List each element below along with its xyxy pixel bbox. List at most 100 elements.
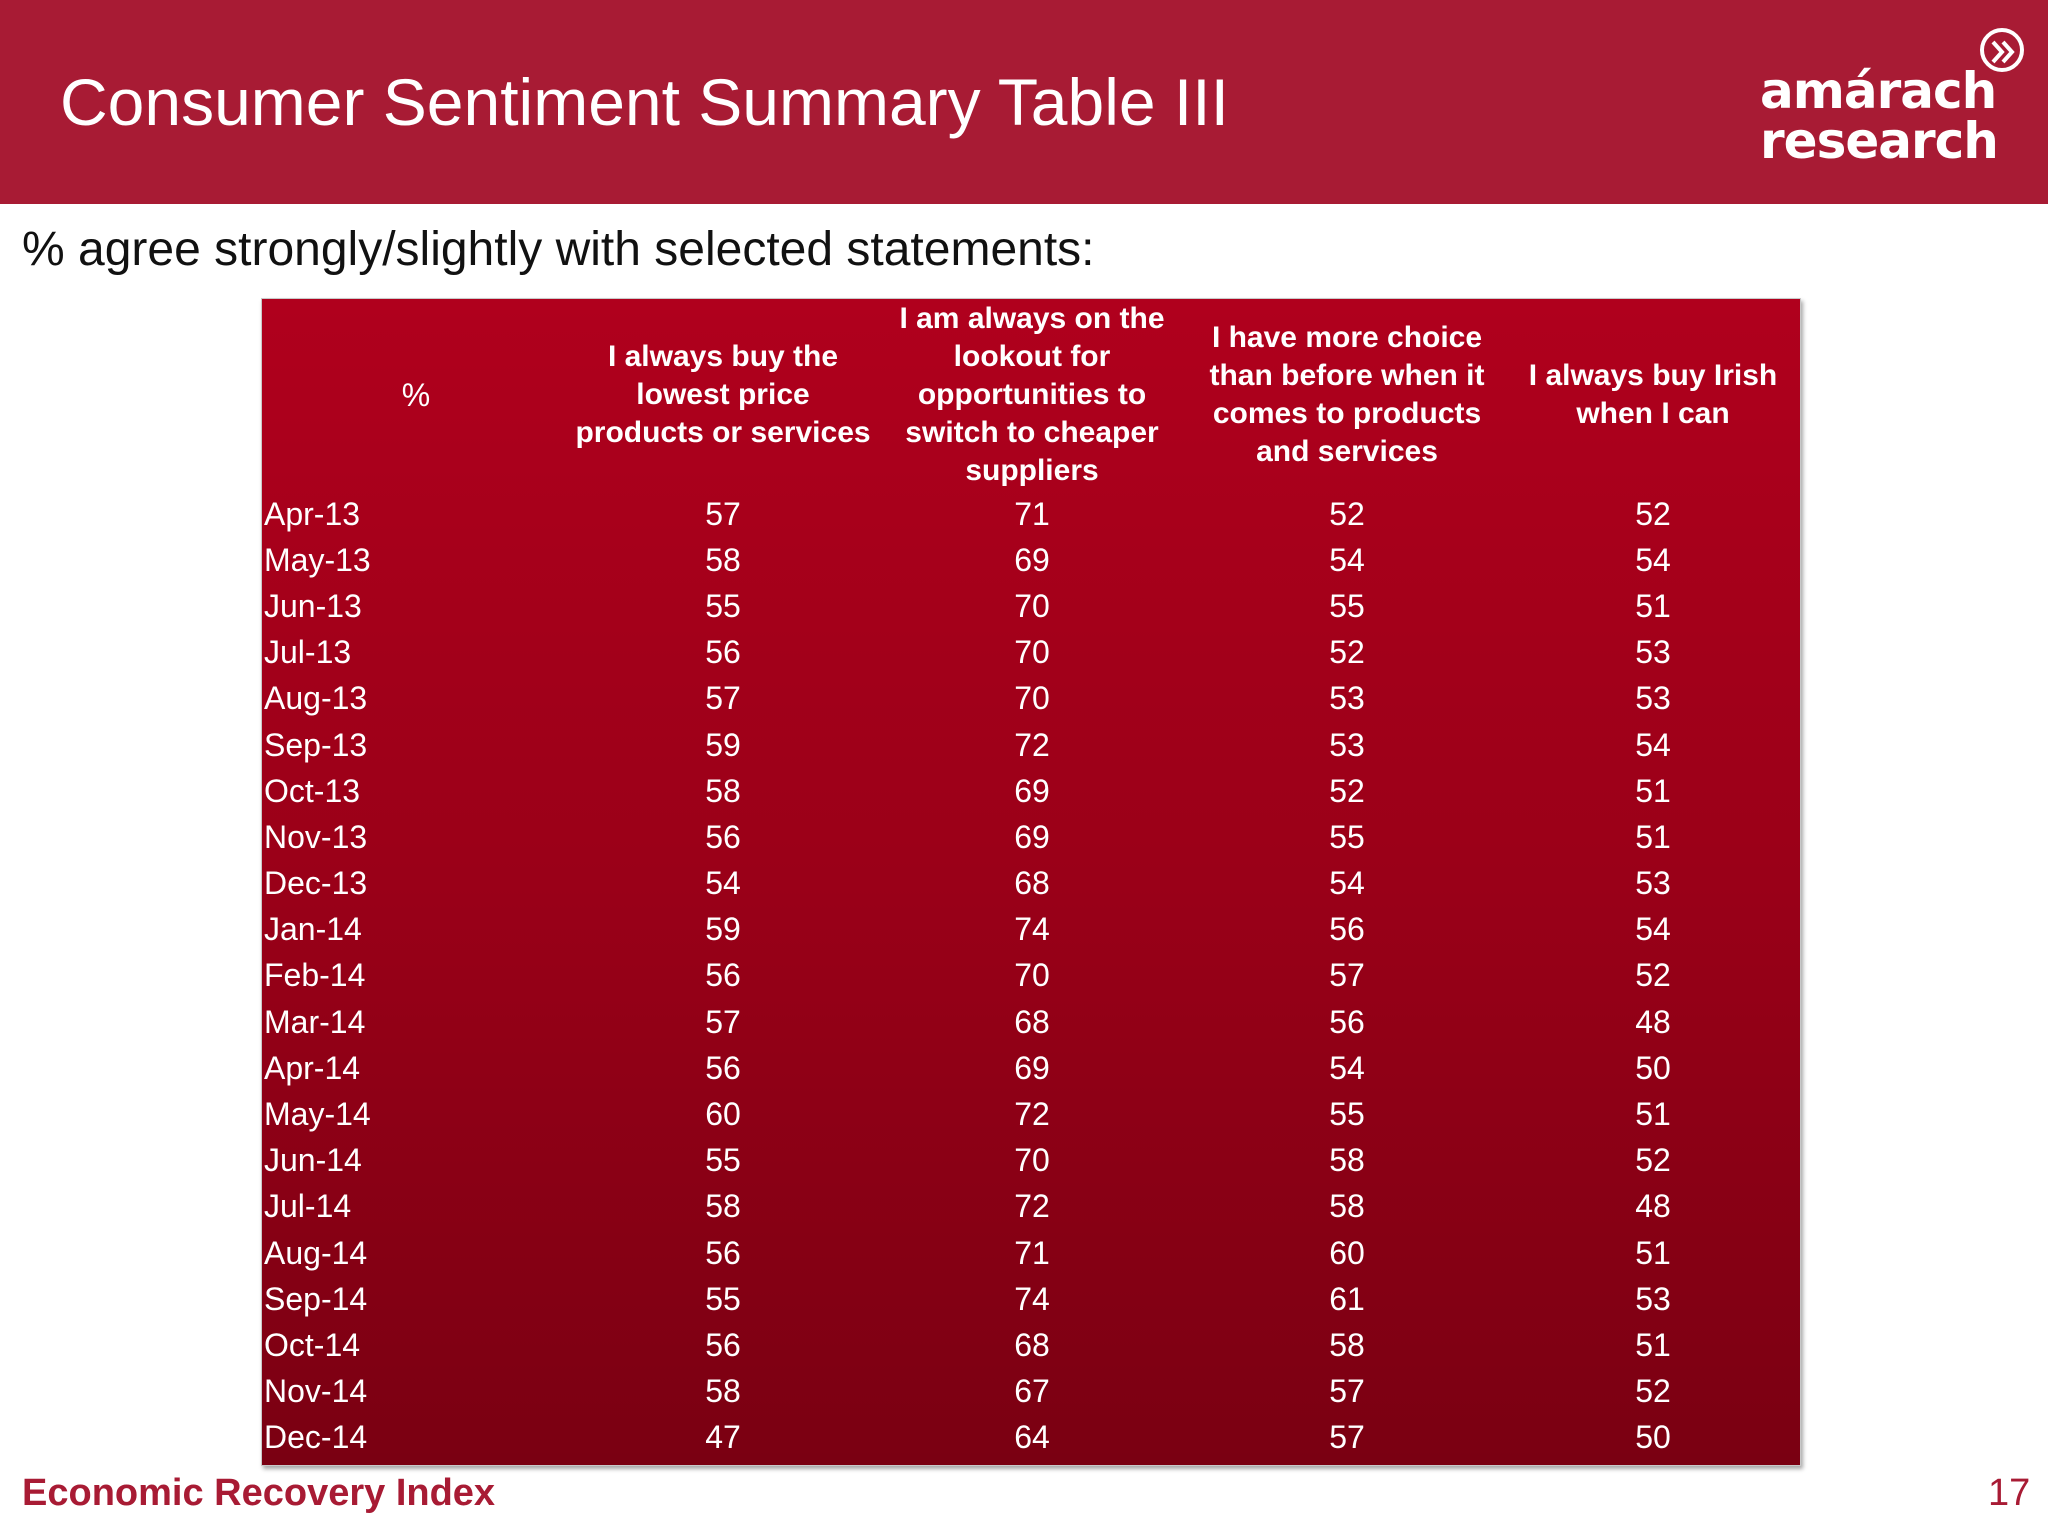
- table-cell: 72: [1014, 1096, 1050, 1133]
- table-cell: 69: [1014, 541, 1050, 578]
- table-cell: 70: [1014, 957, 1050, 994]
- row-month-label: May-14: [264, 1096, 371, 1133]
- table-row: Apr-13 57 71 52 52: [262, 491, 1800, 537]
- table-cell: 50: [1635, 1049, 1671, 1086]
- table-row: May-14 60 72 55 51: [262, 1091, 1800, 1137]
- table-cell: 53: [1635, 1280, 1671, 1317]
- table-cell: 54: [1635, 541, 1671, 578]
- table-cell: 54: [1329, 1049, 1365, 1086]
- table-cell: 51: [1635, 818, 1671, 855]
- table-row: Jan-14 59 74 56 54: [262, 907, 1800, 953]
- table-cell: 50: [1635, 1419, 1671, 1456]
- table-cell: 53: [1329, 726, 1365, 763]
- table-cell: 56: [1329, 911, 1365, 948]
- logo-text: amárach research: [1760, 66, 1999, 166]
- table-cell: 57: [1329, 1373, 1365, 1410]
- row-month-label: Aug-13: [264, 680, 368, 717]
- row-month-label: Oct-14: [264, 1326, 361, 1363]
- table-row: Sep-14 55 74 61 53: [262, 1276, 1800, 1322]
- row-month-label: Jun-13: [264, 587, 362, 624]
- data-table-container: % I always buy the lowest price products…: [261, 298, 1801, 1466]
- table-cell: 53: [1635, 865, 1671, 902]
- table-row: Aug-13 57 70 53 53: [262, 676, 1800, 722]
- table-cell: 70: [1014, 587, 1050, 624]
- table-cell: 59: [705, 726, 741, 763]
- table-cell: 47: [705, 1419, 741, 1456]
- table-cell: 55: [705, 1280, 741, 1317]
- table-row: Jul-13 56 70 52 53: [262, 630, 1800, 676]
- table-cell: 58: [1329, 1188, 1365, 1225]
- table-row: Jun-13 55 70 55 51: [262, 583, 1800, 629]
- table-cell: 48: [1635, 1003, 1671, 1040]
- table-cell: 58: [705, 772, 741, 809]
- table-cell: 57: [705, 680, 741, 717]
- column-header: I have more choice than before when it c…: [1209, 321, 1485, 468]
- table-row: May-13 58 69 54 54: [262, 537, 1800, 583]
- sentiment-table: % I always buy the lowest price products…: [262, 299, 1800, 1461]
- table-cell: 56: [705, 1049, 741, 1086]
- corner-header: %: [401, 377, 431, 413]
- table-cell: 71: [1014, 495, 1050, 532]
- row-month-label: Sep-14: [264, 1280, 368, 1317]
- table-cell: 70: [1014, 1142, 1050, 1179]
- table-row: Nov-13 56 69 55 51: [262, 814, 1800, 860]
- table-cell: 71: [1014, 1234, 1050, 1271]
- table-cell: 56: [705, 1234, 741, 1271]
- row-month-label: Jun-14: [264, 1142, 362, 1179]
- table-cell: 53: [1635, 680, 1671, 717]
- table-cell: 48: [1635, 1188, 1671, 1225]
- table-cell: 57: [1329, 1419, 1365, 1456]
- table-cell: 52: [1329, 634, 1365, 671]
- table-cell: 56: [705, 1326, 741, 1363]
- table-cell: 60: [705, 1096, 741, 1133]
- table-row: Aug-14 56 71 60 51: [262, 1230, 1800, 1276]
- row-month-label: Dec-14: [264, 1419, 368, 1456]
- table-cell: 68: [1014, 1003, 1050, 1040]
- table-cell: 68: [1014, 1326, 1050, 1363]
- row-month-label: Apr-13: [264, 495, 361, 532]
- table-row: Dec-13 54 68 54 53: [262, 861, 1800, 907]
- table-cell: 70: [1014, 680, 1050, 717]
- table-cell: 74: [1014, 911, 1050, 948]
- table-row: Jul-14 58 72 58 48: [262, 1184, 1800, 1230]
- table-cell: 58: [705, 541, 741, 578]
- table-cell: 56: [705, 634, 741, 671]
- table-cell: 68: [1014, 865, 1050, 902]
- page-number: 17: [1988, 1472, 2031, 1514]
- table-cell: 55: [705, 1142, 741, 1179]
- table-cell: 70: [1014, 634, 1050, 671]
- table-cell: 58: [705, 1373, 741, 1410]
- table-cell: 64: [1014, 1419, 1050, 1456]
- table-cell: 55: [1329, 818, 1365, 855]
- column-header: I am always on the lookout for opportuni…: [899, 302, 1165, 487]
- table-cell: 51: [1635, 1096, 1671, 1133]
- table-cell: 58: [705, 1188, 741, 1225]
- table-cell: 52: [1329, 495, 1365, 532]
- row-month-label: Nov-13: [264, 818, 368, 855]
- table-row: Jun-14 55 70 58 52: [262, 1138, 1800, 1184]
- table-cell: 52: [1635, 495, 1671, 532]
- table-body: Apr-13 57 71 52 52 May-13 58 69 54 54 Jun-13 55 70 55…: [262, 491, 1800, 1461]
- table-row: Apr-14 56 69 54 50: [262, 1045, 1800, 1091]
- table-cell: 52: [1635, 1373, 1671, 1410]
- row-month-label: Jan-14: [264, 911, 362, 948]
- column-header: I always buy Irish when I can: [1528, 359, 1778, 430]
- table-cell: 52: [1635, 1142, 1671, 1179]
- table-cell: 57: [1329, 957, 1365, 994]
- table-row: Mar-14 57 68 56 48: [262, 999, 1800, 1045]
- table-cell: 69: [1014, 772, 1050, 809]
- table-cell: 54: [1635, 911, 1671, 948]
- table-row: Sep-13 59 72 53 54: [262, 722, 1800, 768]
- table-cell: 54: [1635, 726, 1671, 763]
- row-month-label: Nov-14: [264, 1373, 368, 1410]
- table-cell: 57: [705, 1003, 741, 1040]
- chevron-right-circle-icon: [1980, 28, 2024, 72]
- row-month-label: Feb-14: [264, 957, 366, 994]
- table-cell: 55: [705, 587, 741, 624]
- row-month-label: Mar-14: [264, 1003, 366, 1040]
- table-cell: 54: [705, 865, 741, 902]
- table-cell: 52: [1635, 957, 1671, 994]
- table-cell: 61: [1329, 1280, 1365, 1317]
- table-cell: 55: [1329, 1096, 1365, 1133]
- row-month-label: Jul-13: [264, 634, 352, 671]
